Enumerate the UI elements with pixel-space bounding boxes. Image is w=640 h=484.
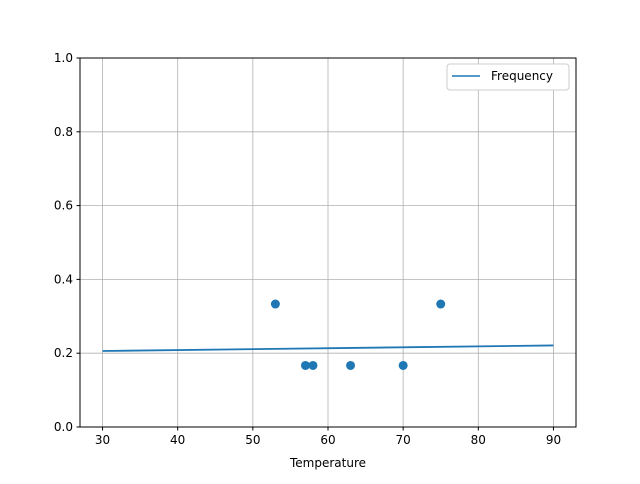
x-tick-label: 50: [245, 433, 260, 447]
legend-label-frequency: Frequency: [491, 69, 553, 83]
legend: Frequency: [446, 63, 570, 91]
ticks: 30 40 50 60 70 80 90 0.0 0.2 0.4 0.6 0.8 1.0: [54, 51, 561, 447]
scatter-point: [436, 299, 446, 309]
y-tick-label: 0.2: [54, 346, 73, 360]
scatter-point: [398, 360, 408, 370]
y-tick-label: 0.4: [54, 272, 73, 286]
x-tick-label: 30: [95, 433, 110, 447]
scatter-point: [346, 360, 356, 370]
y-tick-label: 0.6: [54, 199, 73, 213]
series-line-frequency: [102, 344, 554, 352]
x-tick-label: 70: [396, 433, 411, 447]
x-tick-label: 90: [546, 433, 561, 447]
x-axis-label: Temperature: [289, 456, 366, 470]
scatter-point: [270, 299, 280, 309]
scatter-point: [300, 360, 310, 370]
chart-marks: [102, 299, 554, 370]
y-tick-label: 0.8: [54, 125, 73, 139]
x-tick-label: 60: [320, 433, 335, 447]
y-tick-label: 1.0: [54, 51, 73, 65]
x-tick-label: 40: [170, 433, 185, 447]
y-tick-label: 0.0: [54, 420, 73, 434]
legend-box: [446, 63, 570, 91]
x-tick-label: 80: [471, 433, 486, 447]
grid: [80, 57, 576, 428]
scatter-point: [308, 360, 318, 370]
